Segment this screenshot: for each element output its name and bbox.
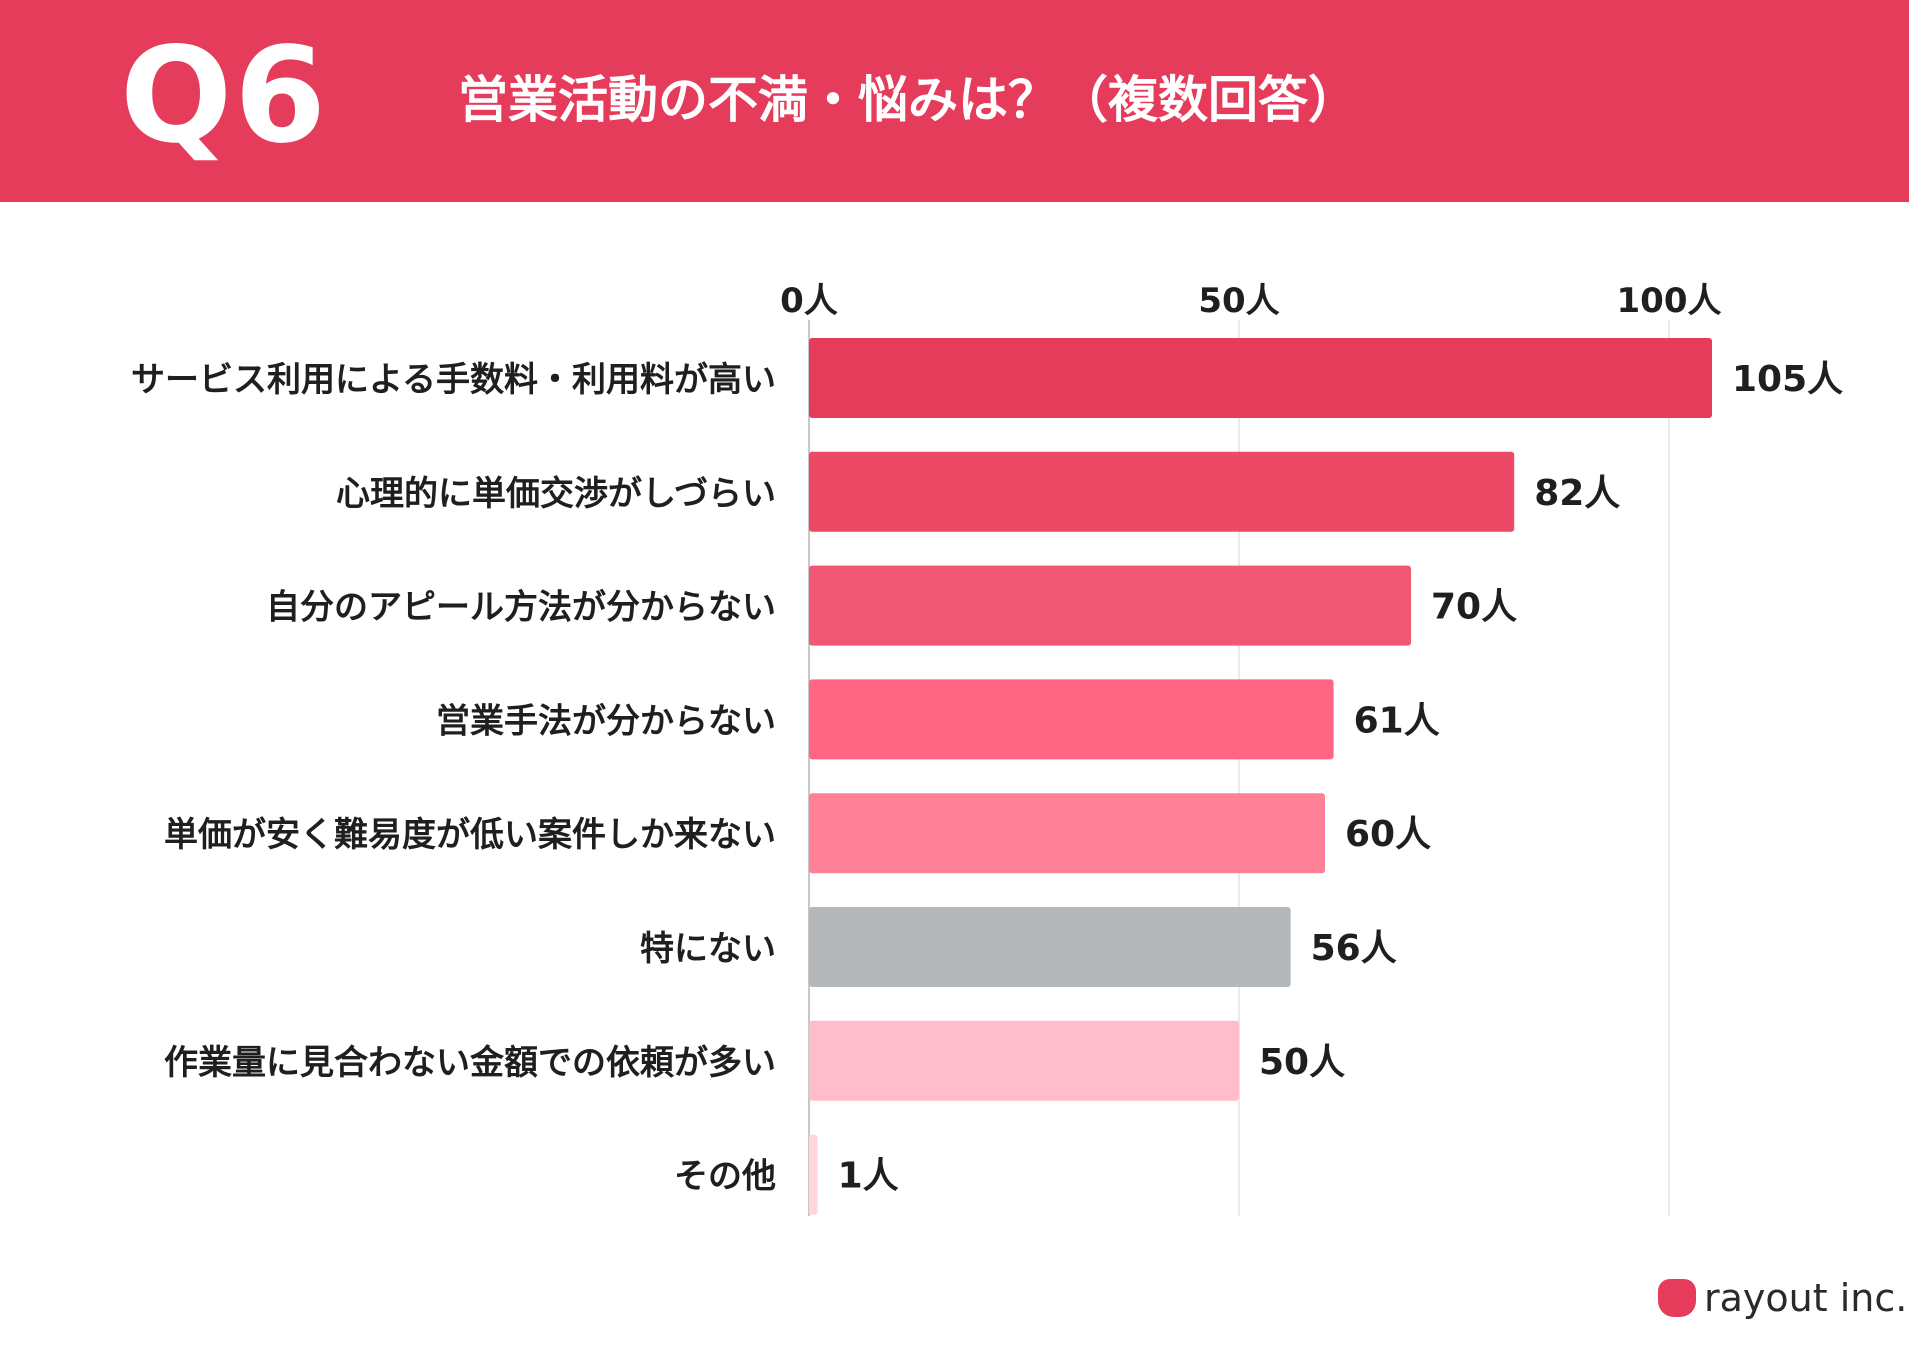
data-label: 50人 (1259, 1042, 1345, 1083)
data-label: 105人 (1732, 359, 1843, 400)
bar (809, 565, 1411, 646)
bar (809, 1134, 818, 1215)
data-label: 70人 (1431, 587, 1517, 628)
x-tick-label: 100人 (1617, 281, 1722, 321)
category-label: サービス利用による手数料・利用料が高い (131, 360, 776, 400)
data-label: 82人 (1534, 473, 1620, 514)
header-banner: Q6 営業活動の不満・悩みは？（複数回答） (0, 0, 1909, 202)
bar (809, 451, 1515, 532)
bar (809, 907, 1291, 987)
bar (809, 1020, 1239, 1101)
page-title: 営業活動の不満・悩みは？（複数回答） (458, 71, 1358, 129)
category-label: 特にない (640, 929, 776, 969)
category-label: 自分のアピール方法が分からない (266, 588, 776, 628)
brand-logo-icon (1658, 1279, 1696, 1317)
brand-name: rayout inc. (1704, 1276, 1908, 1320)
question-number: Q6 (120, 19, 329, 173)
category-label: 心理的に単価交渉がしづらい (336, 474, 776, 514)
data-label: 60人 (1345, 814, 1431, 855)
bar (809, 793, 1325, 874)
x-tick-label: 50人 (1198, 281, 1279, 321)
category-label: 営業手法が分からない (436, 701, 776, 741)
data-label: 61人 (1354, 700, 1440, 741)
category-label: 作業量に見合わない金額での依頼が多い (164, 1043, 776, 1083)
data-label: 1人 (838, 1156, 899, 1197)
category-label: その他 (674, 1157, 776, 1197)
x-tick-label: 0人 (780, 281, 838, 321)
brand: rayout inc. (1658, 1276, 1907, 1320)
bar (809, 679, 1334, 760)
bar (809, 338, 1712, 418)
category-label: 単価が安く難易度が低い案件しか来ない (164, 815, 776, 855)
data-label: 56人 (1311, 928, 1397, 969)
